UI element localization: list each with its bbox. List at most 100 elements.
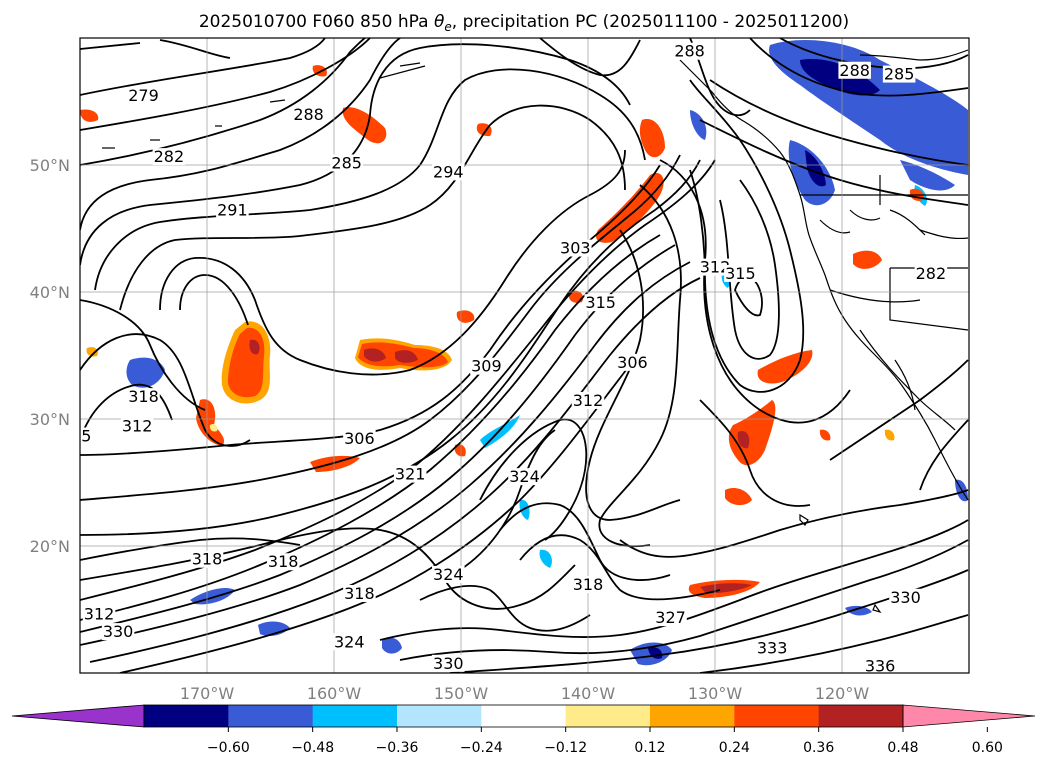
colorbar-segment (397, 705, 482, 727)
contour-label-background (101, 623, 135, 641)
chart-title: 2025010700 F060 850 hPa θe, precipitatio… (199, 12, 849, 34)
contour-label: 288 (293, 105, 324, 124)
contour-label-background (432, 654, 465, 672)
contour-label-background (292, 106, 325, 124)
contour-label: 5 (81, 427, 91, 446)
contour-label: 315 (585, 293, 616, 312)
contour-label-background (914, 264, 948, 282)
colorbar-tick-label: −0.48 (291, 740, 334, 756)
longitude-tick-labels: 170°W 160°W 150°W 140°W 130°W 120°W (180, 684, 870, 703)
contour-label-background (432, 565, 465, 583)
latitude-tick-labels: 50°N 40°N 30°N 20°N (30, 156, 70, 556)
contour-label-background (508, 468, 541, 486)
lon-tick-label: 140°W (561, 684, 616, 703)
contour-label-background (332, 633, 366, 651)
contour-label: 288 (839, 61, 870, 80)
contour-label-background (882, 65, 916, 83)
lon-tick-label: 150°W (434, 684, 489, 703)
contour-label-background (571, 391, 605, 409)
colorbar-segment (734, 705, 820, 727)
contour-label-background (571, 576, 605, 594)
colorbar-tick-label: −0.12 (544, 740, 587, 756)
contour-label-background (343, 430, 376, 448)
colorbar-tick-label: 0.12 (634, 740, 665, 756)
contour-label-background (152, 148, 186, 166)
contour-label-background (343, 584, 376, 602)
colorbar-extend-low (11, 704, 145, 728)
contour-label-background (216, 201, 249, 219)
contour-label-background (120, 417, 154, 435)
colorbar-tick-label: 0.24 (719, 740, 750, 756)
contour-label: 303 (560, 239, 591, 258)
contour-label: 312 (573, 391, 604, 410)
contour-label-background (127, 87, 160, 105)
colorbar-tick-label: 0.48 (887, 740, 918, 756)
colorbar-segment (312, 705, 398, 727)
contour-label: 330 (103, 622, 134, 641)
contour-label-background (889, 588, 922, 606)
contour-label: 309 (471, 357, 502, 376)
contour-label: 324 (334, 632, 365, 651)
contour-label-background (654, 609, 687, 627)
lat-tick-label: 40°N (30, 283, 70, 302)
contour-label: 312 (122, 416, 153, 435)
colorbar-segment (650, 705, 735, 727)
contour-label: 285 (884, 65, 915, 84)
colorbar-frame (143, 704, 904, 728)
contour-label: 318 (192, 550, 223, 569)
contour-label: 294 (433, 162, 464, 181)
contour-label: 282 (154, 147, 185, 166)
lon-tick-label: 170°W (180, 684, 235, 703)
contour-label-background (266, 553, 300, 571)
contour-label: 306 (344, 429, 375, 448)
contour-label-background (724, 264, 757, 282)
contour-label: 333 (757, 639, 788, 658)
contour-label: 336 (865, 656, 896, 675)
contour-label-background (616, 353, 649, 371)
contour-label: 312 (700, 258, 731, 277)
contour-label: 291 (217, 200, 248, 219)
contour-label-background (838, 61, 871, 79)
contour-label: 318 (268, 552, 299, 571)
colorbar-extend-high (902, 704, 1036, 728)
contour-label: 321 (395, 465, 426, 484)
contour-label: 306 (617, 353, 648, 372)
lat-tick-label: 30°N (30, 410, 70, 429)
contour-label-background (755, 639, 789, 657)
contour-label: 327 (655, 608, 686, 627)
contour-label: 288 (674, 42, 705, 61)
contour-label-background (673, 42, 706, 60)
contour-label-background (190, 550, 224, 568)
contour-label: 279 (128, 86, 159, 105)
contour-label: 318 (573, 575, 604, 594)
contour-label-background (393, 465, 427, 483)
map-background (80, 38, 969, 673)
colorbar-tick-label: −0.24 (460, 740, 503, 756)
contour-label: 315 (725, 264, 756, 283)
coastlines (102, 49, 969, 614)
lat-tick-label: 50°N (30, 156, 70, 175)
lon-tick-label: 160°W (307, 684, 362, 703)
lon-tick-label: 120°W (815, 684, 870, 703)
contour-label: 318 (344, 584, 375, 603)
colorbar-tick-label: 0.36 (803, 740, 834, 756)
contour-label: 312 (84, 604, 115, 623)
colorbar-segment (818, 705, 904, 727)
contour-label-background (330, 154, 363, 172)
lat-tick-label: 20°N (30, 537, 70, 556)
contour-label-background (470, 357, 503, 375)
contour-label: 330 (890, 588, 921, 607)
contour-label-background (80, 427, 93, 445)
colorbar: −0.60 −0.48 −0.36 −0.24 −0.12 0.12 0.24 0.36 0.4… (11, 704, 1036, 756)
colorbar-segment (228, 705, 314, 727)
colorbar-segment (481, 705, 567, 727)
contour-label: 282 (916, 264, 947, 283)
contour-label-background (432, 163, 465, 181)
contour-label: 285 (331, 153, 362, 172)
colorbar-segment (144, 705, 229, 727)
contour-label-background (863, 657, 897, 675)
contour-label-background (584, 294, 617, 312)
colorbar-tick-label: −0.36 (376, 740, 419, 756)
